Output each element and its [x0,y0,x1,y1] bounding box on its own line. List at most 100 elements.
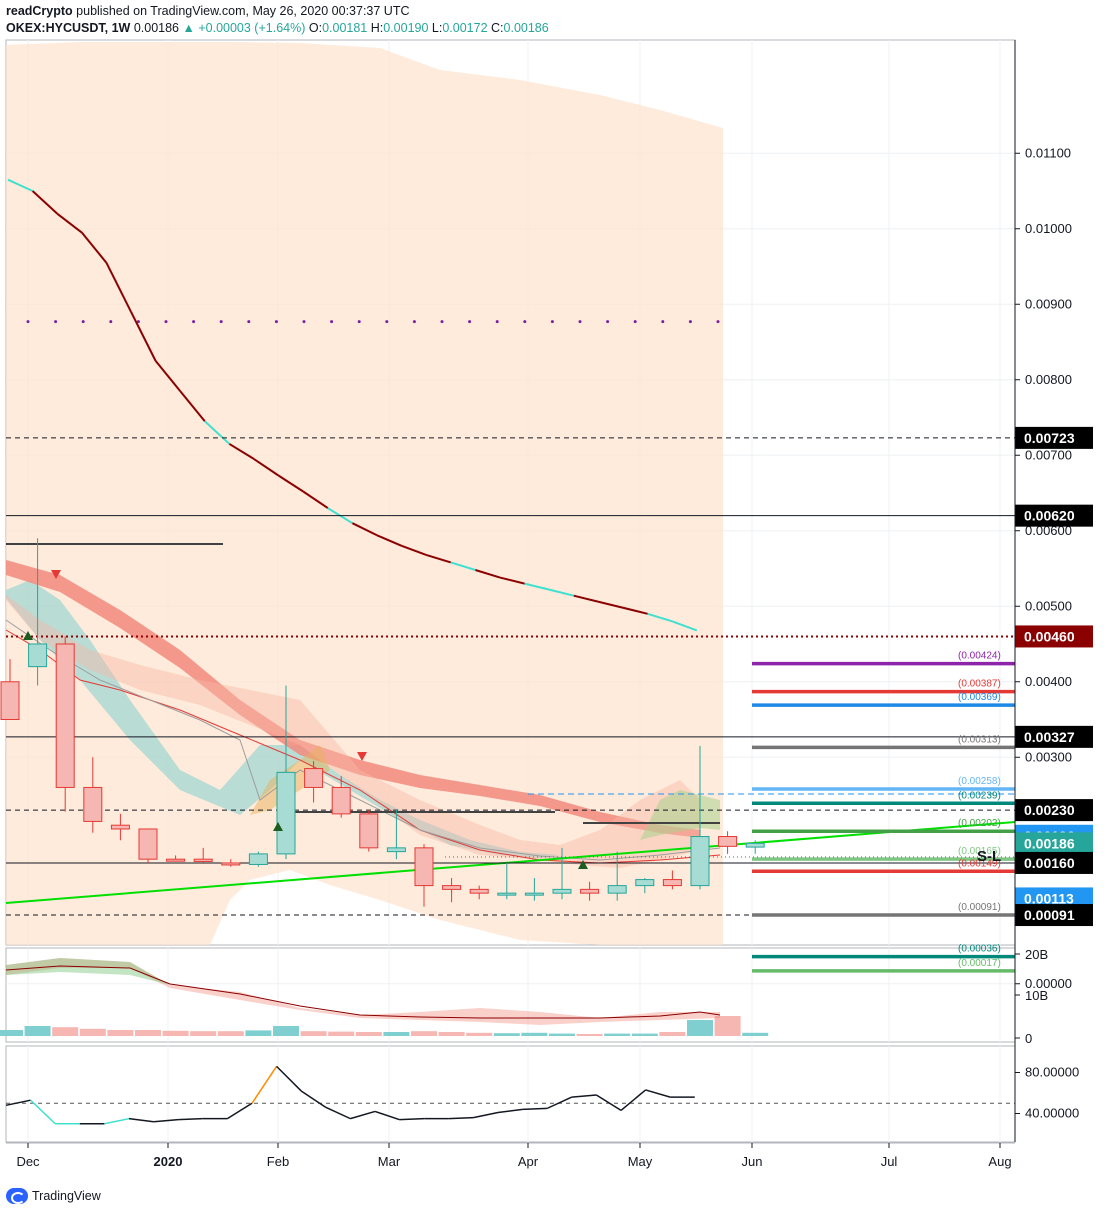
ma-long-segment [475,569,501,579]
time-axis-label: Feb [267,1154,289,1169]
rsi-line-segment [227,1102,253,1120]
candle-body [166,858,186,862]
candle-body [248,853,268,865]
close-label: C: [491,21,504,35]
rsi-line-segment [5,1099,31,1107]
candle-body [580,888,600,894]
footer-brand[interactable]: TradingView [32,1189,101,1203]
ma-long-segment [376,534,402,547]
volume-bar [549,1033,575,1036]
candle-body [524,892,544,896]
fib-level-label: (0.00258) [958,776,1001,787]
sell-signal-icon [51,570,61,579]
purple-dot [468,320,472,324]
price-axis-label: 0.00900 [1025,296,1072,311]
volume-ma-band [6,958,720,1025]
volume-bar [521,1032,548,1036]
candle-body [718,836,738,847]
buy-signal-icon [273,822,283,831]
ma-long-segment [524,582,550,591]
rsi-line-segment [571,1094,597,1098]
fib-level-label: (0.00165) [958,846,1001,857]
time-axis-label: Jun [742,1154,763,1169]
time-axis-label: Dec [16,1154,40,1169]
legend-bar: OKEX:HYCUSDT, 1W 0.00186 ▲ +0.00003 (+1.… [6,21,549,35]
price-axis-label: 0.00000 [1025,976,1072,991]
fib-level-label: (0.00149) [958,858,1001,869]
volume-bar [411,1031,437,1036]
buy-signal-icon [578,860,588,869]
price-axis-label: 0.01100 [1025,145,1071,160]
teal-band [6,580,560,858]
price-axis-badge [1015,904,1093,927]
publish-info: readCrypto published on TradingView.com,… [6,4,409,18]
open-value: 0.00181 [322,21,368,35]
volume-bar [631,1033,658,1036]
volume-pane [5,947,1016,1043]
volume-bar [714,1016,741,1036]
purple-dot [330,320,334,324]
price-axis-badge [1015,625,1093,648]
ma-long-segment [499,576,525,585]
symbol-label[interactable]: OKEX:HYCUSDT, 1W [6,21,131,35]
ma-long-segment [351,522,378,537]
salmon-band [6,595,700,868]
footer: TradingView [6,1188,101,1204]
purple-dot [81,320,85,324]
candle-body [469,888,489,894]
price-axis-badge [1015,504,1093,527]
tradingview-logo-icon[interactable] [6,1188,28,1204]
sell-signal-icon [357,752,367,761]
rsi-pane [5,1045,1016,1143]
volume-bar [162,1030,189,1036]
rsi-line-segment [522,1107,548,1111]
candle-body [607,885,627,894]
price-axis-label: 0.00500 [1025,598,1072,613]
price-axis-label: 0.00400 [1025,674,1072,689]
volume-axis-label: 0 [1025,1031,1032,1046]
change-arrow-icon: ▲ [182,21,195,35]
candle-body [193,858,213,862]
purple-dot [688,320,692,324]
author-name[interactable]: readCrypto [6,4,73,18]
volume-bar [383,1032,410,1036]
rsi-line-segment [251,1065,278,1104]
price-axis-label: 0.00700 [1025,447,1072,462]
rsi-line-segment [399,1117,425,1121]
volume-ma-line [5,965,721,1019]
volume-bar [687,1020,713,1036]
price-axis-label: 0.01000 [1025,221,1072,236]
time-axis-label: May [628,1154,653,1169]
purple-dot [247,320,251,324]
volume-axis-label: 20B [1025,947,1048,962]
ma-long-segment [401,544,427,556]
rsi-line-segment [350,1110,376,1120]
price-axis-badge-label: 0.00620 [1024,508,1075,524]
close-value: 0.00186 [503,21,549,35]
candle-body [55,643,75,788]
price-axis-badge-label: 0.00160 [1024,855,1075,871]
purple-dot [357,320,361,324]
ma-long-segment [598,600,624,609]
purple-dot [274,320,278,324]
volume-bar [300,1031,327,1036]
price-axis-badge-label: 0.00230 [1024,802,1075,818]
price-axis-badge-label: 0.00113 [1024,890,1074,906]
purple-dot [523,320,527,324]
candle-body [304,768,324,788]
ma-long-segment [278,474,304,493]
price-axis-badge [1015,426,1093,449]
price-axis-badge-label: 0.00091 [1024,907,1075,923]
fib-level-label: (0.00036) [958,944,1001,955]
purple-dot [219,320,223,324]
purple-dot [109,320,113,324]
candle-body [0,681,20,720]
candle-body [745,842,765,848]
ma-long-segment [179,390,206,422]
purple-dot [192,320,196,324]
candle-body [276,771,296,855]
price-axis-badge-label: 0.00723 [1024,430,1075,446]
price-axis-badge [1015,725,1093,748]
purple-dot [606,320,610,324]
